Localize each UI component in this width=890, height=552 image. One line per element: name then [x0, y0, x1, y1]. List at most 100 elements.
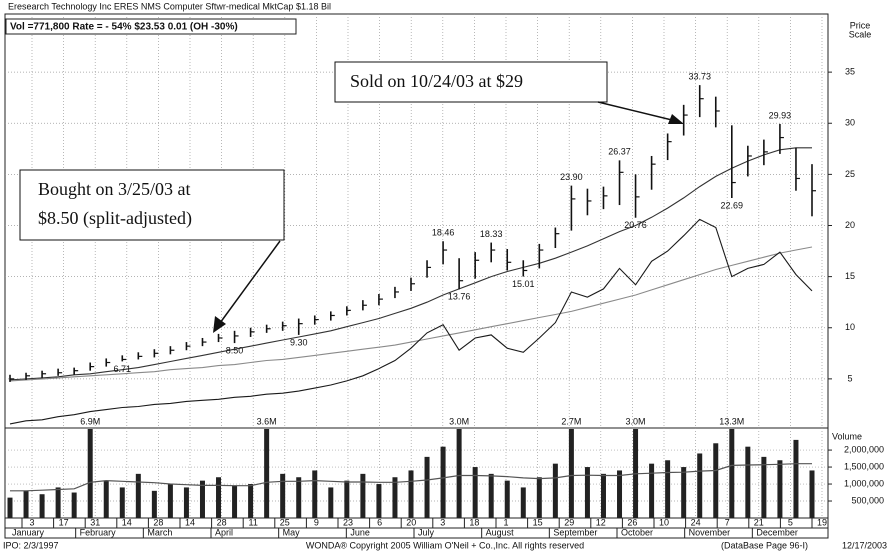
marks: 6.71 8.50 9.30 18.46 13.76 18.33 15.01 23.90 26.…: [7, 71, 816, 518]
month-label: May: [283, 527, 301, 537]
volume-bar: [312, 470, 318, 518]
x-tick-label: 6: [377, 517, 382, 527]
volume-bar: [552, 463, 558, 518]
x-tick-label: 3: [440, 517, 445, 527]
volume-bar: [199, 480, 205, 518]
volume-bar: [119, 487, 125, 518]
volume-label: 6.9M: [80, 416, 100, 426]
volume-bar: [183, 487, 189, 518]
volume-bar: [360, 473, 366, 518]
volume-bar: [328, 487, 334, 518]
x-tick-label: 14: [185, 517, 195, 527]
volume-bar: [344, 480, 350, 518]
x-tick-label: 23: [343, 517, 353, 527]
x-tick-label: 26: [627, 517, 637, 527]
volume-tick-label: 1,000,000: [844, 478, 884, 488]
x-tick-label: 28: [153, 517, 163, 527]
x-tick-label: 18: [469, 517, 479, 527]
volume-label: 3.0M: [626, 416, 646, 426]
volume-bar: [809, 470, 815, 518]
copyright: WONDA® Copyright 2005 William O'Neil + C…: [306, 540, 584, 550]
x-tick-label: 21: [754, 517, 764, 527]
month-label: June: [350, 527, 370, 537]
volume-tick-label: 1,500,000: [844, 461, 884, 471]
volume-label: 2.7M: [561, 416, 581, 426]
high-label: 26.37: [608, 147, 631, 157]
month-label: March: [147, 527, 172, 537]
volume-bar: [167, 484, 173, 518]
month-label: November: [689, 527, 731, 537]
x-tick-label: 14: [122, 517, 132, 527]
low-label: 22.69: [721, 200, 744, 210]
volume-bar: [232, 485, 238, 518]
volume-bar: [151, 490, 157, 518]
annotation: Bought on 3/25/03 at: [38, 179, 191, 199]
volume-bar: [264, 429, 270, 518]
x-tick-label: 5: [788, 517, 793, 527]
y-tick-label: 15: [845, 271, 855, 281]
stats: Vol =771,800 Rate = - 54% $23.53 0.01 (O…: [10, 22, 238, 33]
line-series: [9, 246, 813, 382]
y-tick-label: 30: [845, 118, 855, 128]
volume-bar: [536, 477, 542, 518]
month-label: February: [80, 527, 117, 537]
y-tick-label: 5: [847, 373, 852, 383]
x-tick-label: 11: [249, 517, 258, 527]
annotation-box: [19, 169, 285, 241]
high-label: 23.90: [560, 172, 583, 182]
low-label: 8.50: [226, 345, 244, 355]
volume-bar: [617, 470, 623, 518]
low-label: 15.01: [512, 279, 535, 289]
high-label: 33.73: [688, 71, 711, 81]
x-tick-label: 12: [596, 517, 606, 527]
month-label: January: [12, 527, 45, 537]
volume-bar: [488, 473, 494, 518]
footer-ipo: IPO: 2/3/1997: [3, 540, 59, 550]
y-tick-label: 20: [845, 220, 855, 230]
volume-bar: [55, 487, 61, 518]
volume-bar: [39, 494, 45, 518]
stats-box: [5, 18, 297, 35]
annotation: Sold on 10/24/03 at $29: [350, 71, 523, 91]
line-series: [9, 147, 812, 381]
volume-label: Volume: [832, 431, 862, 441]
line-series: [9, 218, 813, 425]
month-label: October: [621, 527, 653, 537]
x-tick-label: 15: [533, 517, 543, 527]
x-tick-label: 17: [59, 517, 69, 527]
high-label: 18.33: [480, 229, 503, 239]
volume-bar: [87, 429, 93, 518]
arrow-head: [668, 114, 684, 124]
high-label: 18.46: [432, 228, 455, 238]
y-axis-label: Scale: [849, 29, 872, 39]
volume-bar: [135, 473, 141, 518]
x-tick-label: 1: [503, 517, 508, 527]
volume-bar: [7, 497, 13, 518]
volume-bar: [248, 484, 254, 518]
x-tick-label: 20: [406, 517, 416, 527]
volume-bar: [424, 456, 430, 518]
volume-bar: [296, 477, 302, 518]
x-tick-label: 10: [659, 517, 669, 527]
volume-bar: [681, 467, 687, 518]
low-label: 20.76: [624, 220, 647, 230]
y-tick-label: 25: [845, 169, 855, 179]
y-axis-label: Price: [850, 20, 871, 30]
chart-date: 12/17/2003: [842, 540, 887, 550]
volume-bar: [793, 439, 799, 518]
x-tick-label: 3: [29, 517, 34, 527]
volume-bar: [376, 484, 382, 518]
volume-bar: [472, 467, 478, 518]
volume-bar: [280, 473, 286, 518]
x-tick-label: 24: [691, 517, 701, 527]
volume-label: 13.3M: [719, 416, 744, 426]
volume-bar: [729, 429, 735, 518]
chart-title: Eresearch Technology Inc ERES NMS Comput…: [8, 1, 331, 11]
volume-bar: [584, 467, 590, 518]
x-tick-label: 28: [217, 517, 227, 527]
month-label: December: [756, 527, 798, 537]
month-label: April: [215, 527, 233, 537]
volume-average: [10, 463, 812, 492]
annotation-arrow: [219, 240, 281, 324]
